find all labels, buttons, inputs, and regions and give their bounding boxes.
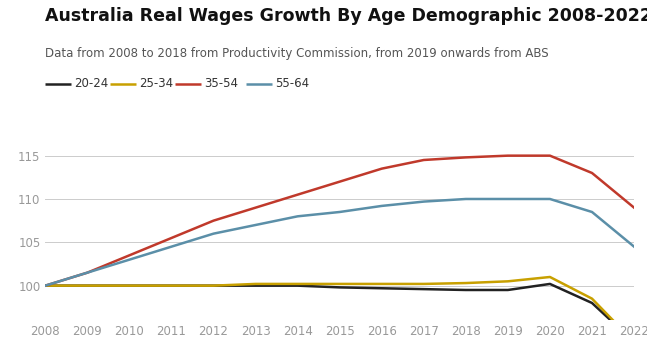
35-54 xyxy=(588,171,596,175)
20-24 xyxy=(83,284,91,288)
35-54 xyxy=(210,218,217,223)
20-24 xyxy=(294,284,302,288)
Line: 35-54: 35-54 xyxy=(45,156,634,286)
55-64 xyxy=(378,204,386,208)
25-34 xyxy=(630,340,638,344)
20-24 xyxy=(630,340,638,344)
25-34 xyxy=(378,282,386,286)
35-54 xyxy=(546,154,554,158)
25-34 xyxy=(126,284,133,288)
35-54 xyxy=(294,193,302,197)
55-64 xyxy=(126,257,133,262)
25-34 xyxy=(294,282,302,286)
25-34 xyxy=(252,282,259,286)
20-24 xyxy=(378,286,386,290)
20-24 xyxy=(210,284,217,288)
25-34 xyxy=(462,281,470,285)
20-24 xyxy=(462,288,470,292)
20-24 xyxy=(546,282,554,286)
35-54 xyxy=(504,154,512,158)
55-64 xyxy=(546,197,554,201)
55-64 xyxy=(168,245,175,249)
55-64 xyxy=(420,199,428,204)
55-64 xyxy=(462,197,470,201)
25-34 xyxy=(41,284,49,288)
55-64 xyxy=(41,284,49,288)
Line: 25-34: 25-34 xyxy=(45,277,634,342)
Text: Data from 2008 to 2018 from Productivity Commission, from 2019 onwards from ABS: Data from 2008 to 2018 from Productivity… xyxy=(45,47,549,60)
Line: 55-64: 55-64 xyxy=(45,199,634,286)
Text: 35-54: 35-54 xyxy=(204,77,238,90)
55-64 xyxy=(504,197,512,201)
20-24 xyxy=(504,288,512,292)
Text: Australia Real Wages Growth By Age Demographic 2008-2022 - Balanced To 100: Australia Real Wages Growth By Age Demog… xyxy=(45,7,647,25)
20-24 xyxy=(588,301,596,305)
Text: 20-24: 20-24 xyxy=(74,77,109,90)
20-24 xyxy=(336,285,344,290)
35-54 xyxy=(252,205,259,210)
25-34 xyxy=(588,296,596,301)
20-24 xyxy=(126,284,133,288)
Text: 25-34: 25-34 xyxy=(139,77,173,90)
35-54 xyxy=(420,158,428,162)
25-34 xyxy=(420,282,428,286)
55-64 xyxy=(630,245,638,249)
55-64 xyxy=(83,270,91,275)
35-54 xyxy=(336,179,344,184)
20-24 xyxy=(252,284,259,288)
35-54 xyxy=(462,155,470,159)
25-34 xyxy=(83,284,91,288)
20-24 xyxy=(168,284,175,288)
Text: 55-64: 55-64 xyxy=(275,77,309,90)
35-54 xyxy=(630,205,638,210)
25-34 xyxy=(546,275,554,279)
25-34 xyxy=(504,279,512,284)
25-34 xyxy=(336,282,344,286)
55-64 xyxy=(294,214,302,218)
Line: 20-24: 20-24 xyxy=(45,284,634,342)
20-24 xyxy=(420,287,428,291)
55-64 xyxy=(588,210,596,214)
25-34 xyxy=(168,284,175,288)
20-24 xyxy=(41,284,49,288)
35-54 xyxy=(378,166,386,171)
35-54 xyxy=(41,284,49,288)
55-64 xyxy=(336,210,344,214)
55-64 xyxy=(210,232,217,236)
35-54 xyxy=(126,253,133,257)
35-54 xyxy=(83,270,91,275)
25-34 xyxy=(210,284,217,288)
55-64 xyxy=(252,223,259,227)
35-54 xyxy=(168,236,175,240)
